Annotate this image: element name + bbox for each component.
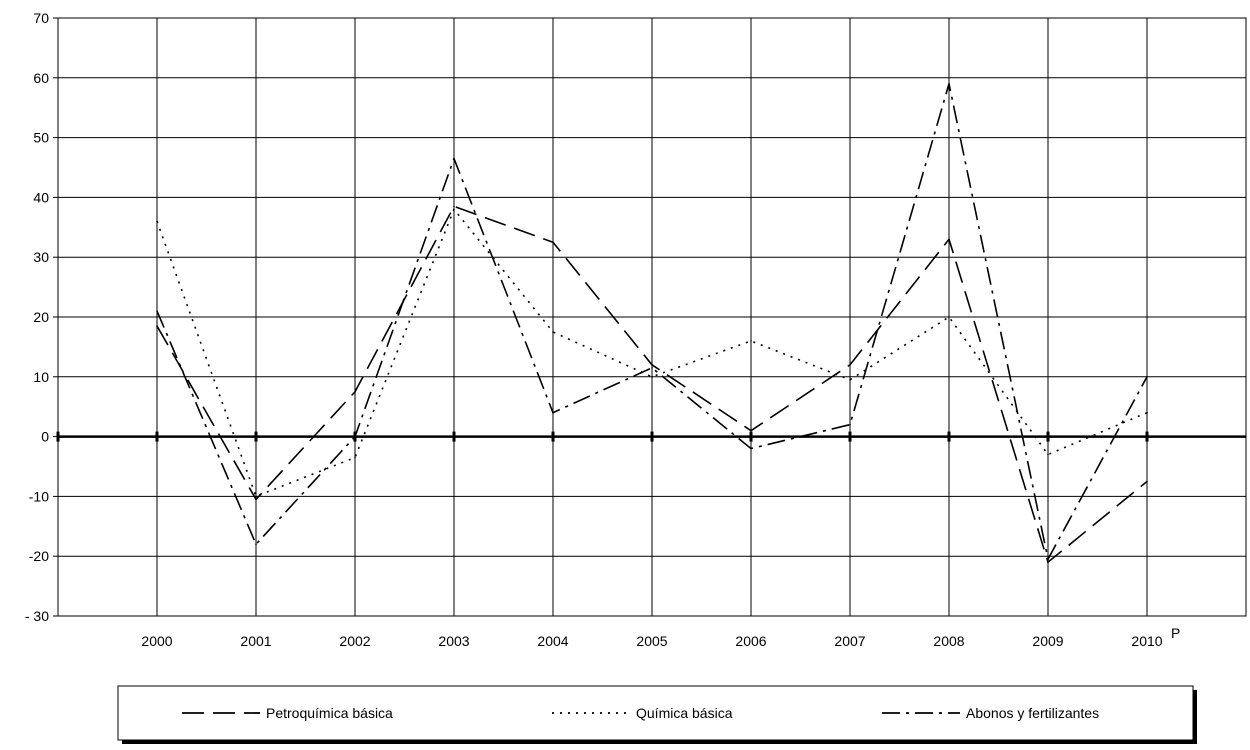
- series-line-abonos-y-fertilizantes: [156, 83, 1148, 562]
- data-point-petroquimica-basica: [1146, 480, 1148, 483]
- data-point-petroquimica-basica: [354, 390, 356, 393]
- x-tick-label: 2008: [933, 633, 964, 649]
- data-point-petroquimica-basica: [849, 364, 851, 366]
- data-point-abonos-y-fertilizantes: [255, 543, 257, 546]
- data-point-abonos-y-fertilizantes: [750, 447, 752, 450]
- data-point-abonos-y-fertilizantes: [849, 423, 851, 426]
- y-tick-label: 30: [33, 249, 49, 265]
- data-point-quimica-basica: [1146, 411, 1148, 414]
- data-point-quimica-basica: [453, 208, 455, 211]
- grid-layer: [57, 17, 1247, 617]
- x-tick-label: 2009: [1032, 633, 1063, 649]
- legend-box: [117, 685, 1194, 741]
- data-point-petroquimica-basica: [453, 205, 455, 208]
- legend-label: Abonos y fertilizantes: [966, 705, 1099, 721]
- data-point-petroquimica-basica: [156, 325, 158, 327]
- x-tick-label: 2010: [1131, 633, 1162, 649]
- data-point-quimica-basica: [1047, 453, 1049, 456]
- x-tick-label: 2007: [834, 633, 865, 649]
- y-tick-label: 70: [33, 10, 49, 26]
- data-point-abonos-y-fertilizantes: [156, 310, 158, 312]
- axis-layer: [53, 17, 1246, 617]
- legend-label: Petroquímica básica: [266, 705, 393, 721]
- data-point-petroquimica-basica: [1047, 561, 1049, 563]
- tick-label-layer: - 30 -20 -10 0 10 20 30 40 50 60 70 2000 2001 2002 200…: [25, 10, 1180, 649]
- x-tick-label: 2005: [636, 633, 667, 649]
- y-tick-label: 40: [33, 189, 49, 205]
- data-point-abonos-y-fertilizantes: [1146, 376, 1148, 378]
- x-tick-label: 2004: [537, 633, 568, 649]
- data-point-petroquimica-basica: [552, 241, 554, 244]
- data-point-abonos-y-fertilizantes: [1047, 558, 1049, 560]
- data-point-abonos-y-fertilizantes: [948, 82, 950, 85]
- y-tick-label: 0: [41, 429, 49, 445]
- y-tick-label: - 30: [25, 608, 49, 624]
- data-point-abonos-y-fertilizantes: [552, 411, 554, 414]
- data-point-petroquimica-basica: [255, 498, 257, 501]
- data-point-quimica-basica: [156, 220, 158, 223]
- y-tick-label: 10: [33, 369, 49, 385]
- x-tick-label: 2002: [339, 633, 370, 649]
- legend-label: Química básica: [636, 705, 733, 721]
- series-layer: [156, 82, 1148, 564]
- legend: Petroquímica básica Química básica Abonos …: [117, 685, 1197, 744]
- y-tick-label: 60: [33, 70, 49, 86]
- x-tick-label: 2006: [735, 633, 766, 649]
- data-point-abonos-y-fertilizantes: [354, 435, 356, 438]
- data-point-petroquimica-basica: [750, 429, 752, 432]
- data-point-quimica-basica: [354, 456, 356, 459]
- x-tick-label: 2003: [438, 633, 469, 649]
- data-point-abonos-y-fertilizantes: [453, 157, 455, 160]
- y-tick-label: -20: [29, 548, 49, 564]
- y-tick-label: -10: [29, 488, 49, 504]
- data-point-quimica-basica: [849, 378, 851, 381]
- data-point-abonos-y-fertilizantes: [651, 367, 653, 369]
- data-point-quimica-basica: [552, 331, 554, 333]
- x-tick-label: 2000: [141, 633, 172, 649]
- data-point-petroquimica-basica: [948, 238, 950, 241]
- x-tick-superscript: P: [1171, 625, 1180, 641]
- y-tick-label: 50: [33, 130, 49, 146]
- x-tick-label: 2001: [240, 633, 271, 649]
- data-point-quimica-basica: [651, 376, 653, 378]
- y-tick-label: 20: [33, 309, 49, 325]
- data-point-quimica-basica: [750, 340, 752, 342]
- data-point-quimica-basica: [255, 495, 257, 498]
- data-point-quimica-basica: [948, 316, 950, 318]
- data-point-petroquimica-basica: [651, 364, 653, 366]
